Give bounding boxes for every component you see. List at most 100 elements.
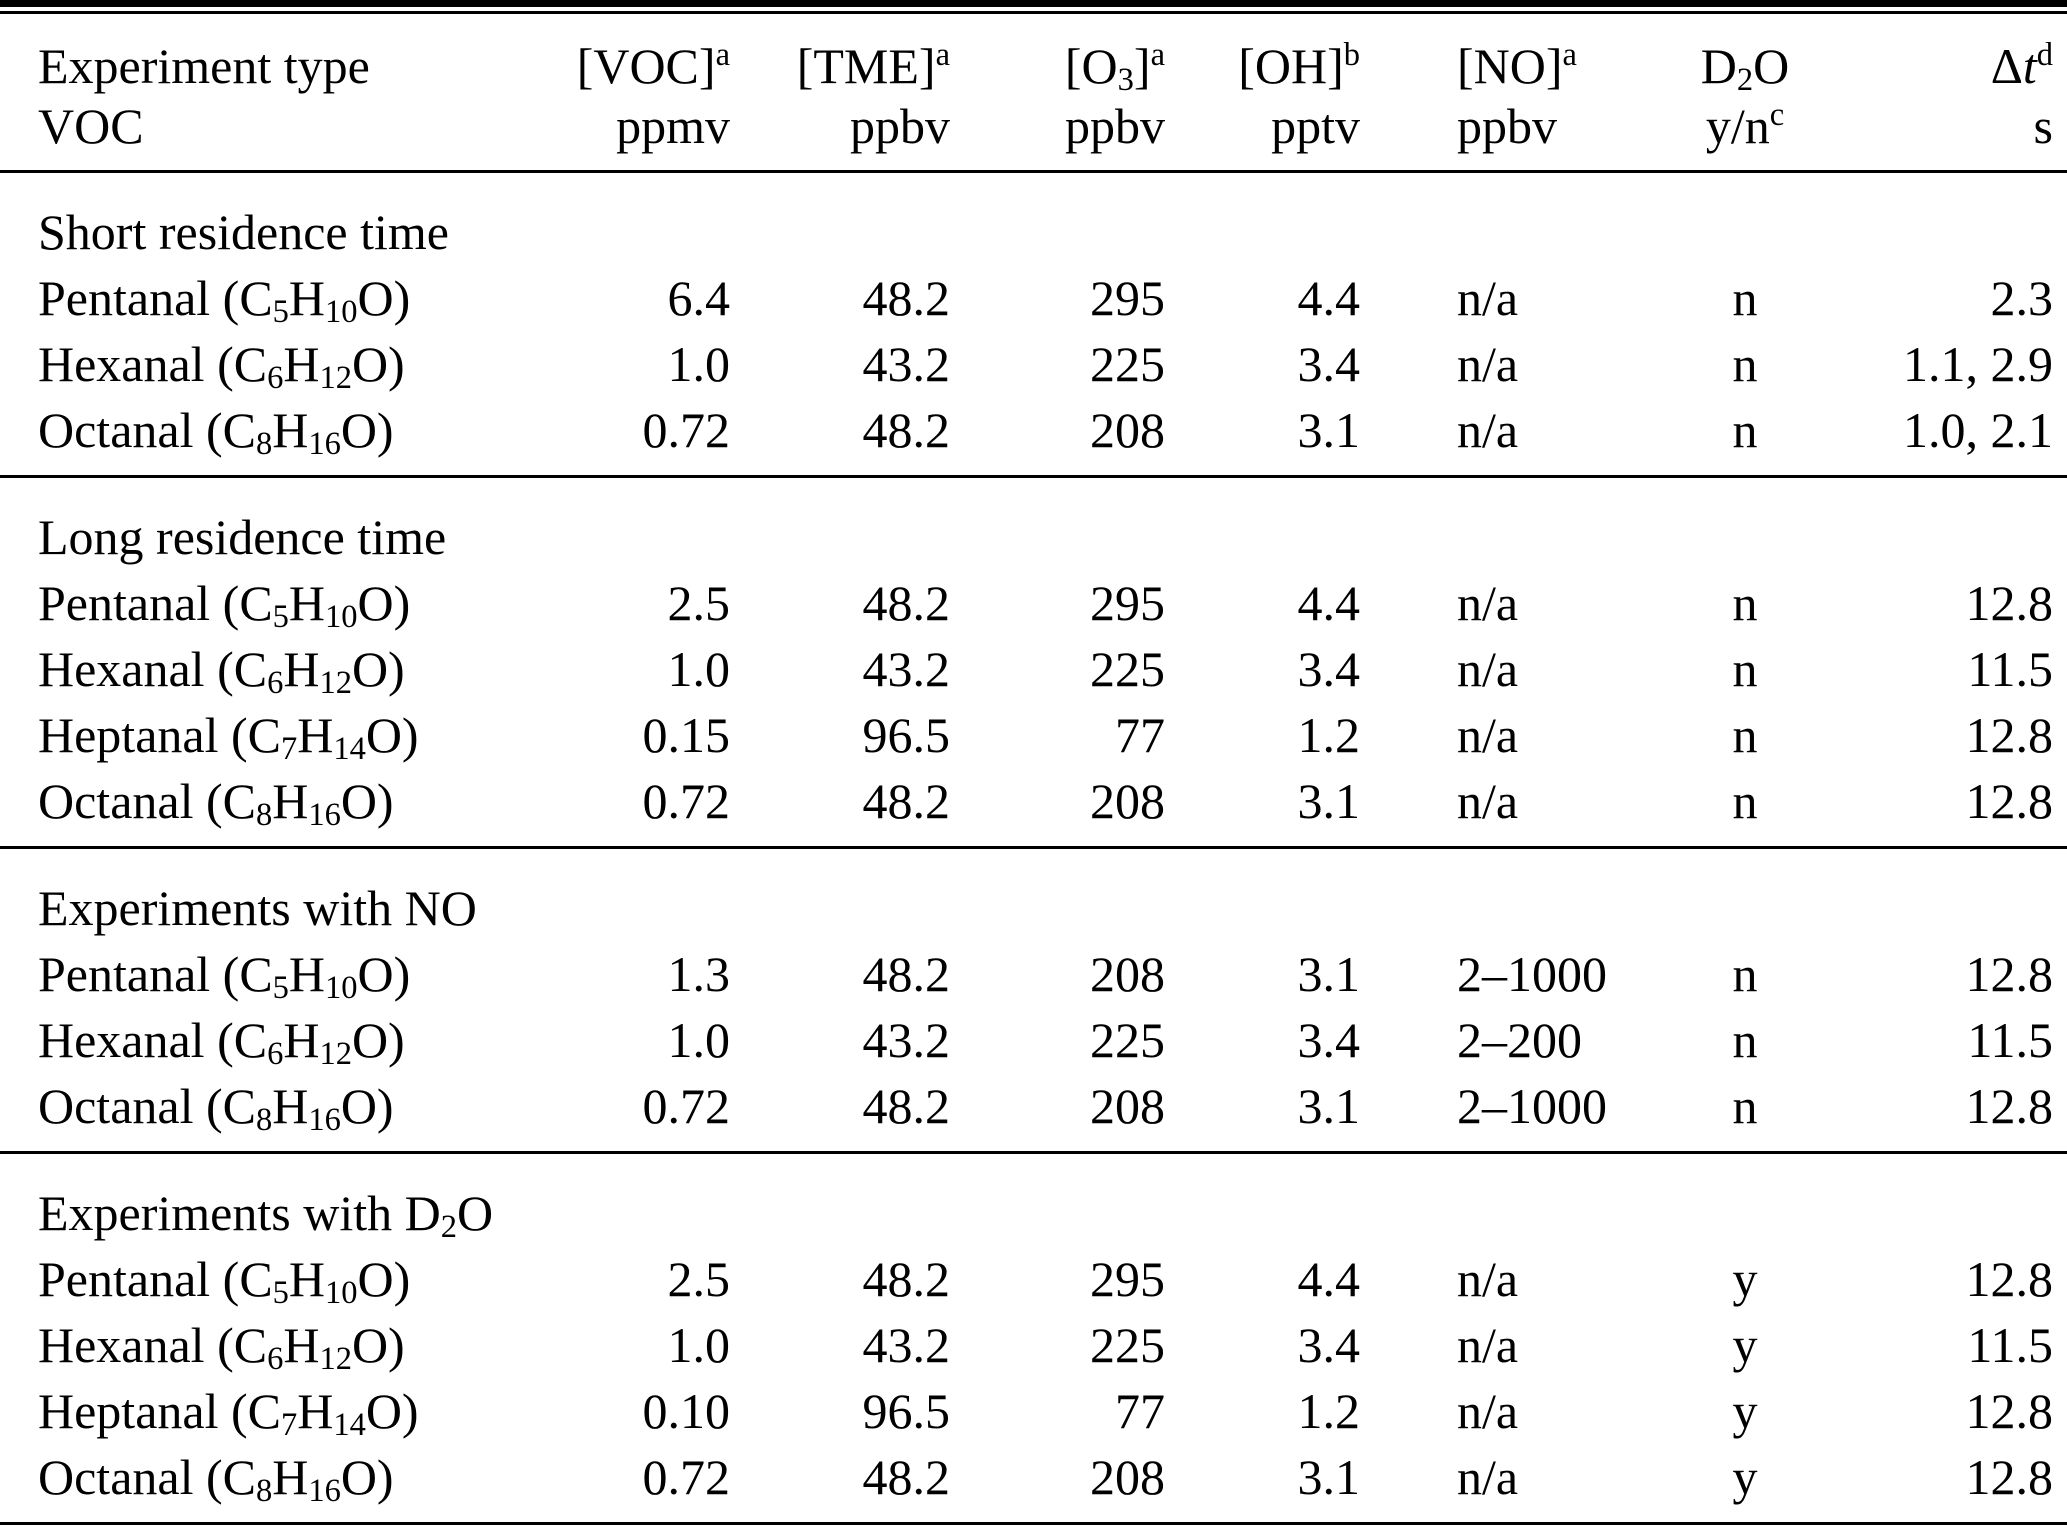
cell-d2o: n bbox=[1732, 575, 1758, 631]
cell-voc-conc: 0.72 bbox=[642, 402, 731, 458]
col-header-line1: [VOC]a bbox=[576, 37, 730, 94]
col-header-line2: s bbox=[2033, 98, 2053, 154]
table-row: Octanal (C8H16O) 0.72 48.2 208 3.1 n/a n… bbox=[0, 397, 2067, 477]
table-row: Pentanal (C5H10O) 2.5 48.2 295 4.4 n/a n… bbox=[0, 570, 2067, 636]
cell-o3-conc: 225 bbox=[1090, 1012, 1165, 1068]
cell-tme-conc: 48.2 bbox=[862, 575, 951, 631]
cell-voc-conc: 1.0 bbox=[667, 1317, 731, 1373]
col-header-line2: VOC bbox=[38, 98, 144, 154]
cell-voc-name: Heptanal (C7H14O) bbox=[38, 1383, 419, 1444]
table-row: Heptanal (C7H14O) 0.15 96.5 77 1.2 n/a n… bbox=[0, 702, 2067, 768]
cell-voc-name: Pentanal (C5H10O) bbox=[38, 946, 411, 1007]
cell-tme-conc: 48.2 bbox=[862, 1078, 951, 1134]
col-header-line2: ppbv bbox=[850, 98, 950, 154]
cell-tme-conc: 43.2 bbox=[862, 1012, 951, 1068]
section-header-row: Long residence time bbox=[0, 477, 2067, 571]
cell-oh-conc: 3.4 bbox=[1297, 1012, 1361, 1068]
cell-tme-conc: 43.2 bbox=[862, 641, 951, 697]
cell-oh-conc: 3.1 bbox=[1297, 402, 1361, 458]
table-section: Experiments with D2O Pentanal (C5H10O) 2… bbox=[0, 1152, 2067, 1523]
cell-voc-conc: 0.72 bbox=[642, 1078, 731, 1134]
table-section: Short residence time Pentanal (C5H10O) 6… bbox=[0, 171, 2067, 477]
cell-no-conc: n/a bbox=[1457, 1449, 1519, 1505]
cell-delta-t: 11.5 bbox=[1967, 1317, 2053, 1373]
cell-delta-t: 12.8 bbox=[1965, 1078, 2054, 1134]
cell-tme-conc: 48.2 bbox=[862, 1449, 951, 1505]
cell-d2o: n bbox=[1732, 336, 1758, 392]
cell-oh-conc: 1.2 bbox=[1297, 1383, 1361, 1439]
table-row: Pentanal (C5H10O) 1.3 48.2 208 3.1 2–100… bbox=[0, 941, 2067, 1007]
cell-d2o: n bbox=[1732, 707, 1758, 763]
cell-d2o: n bbox=[1732, 1012, 1758, 1068]
cell-voc-conc: 1.3 bbox=[667, 946, 731, 1002]
cell-o3-conc: 225 bbox=[1090, 641, 1165, 697]
cell-oh-conc: 1.2 bbox=[1297, 707, 1361, 763]
cell-o3-conc: 208 bbox=[1090, 402, 1165, 458]
cell-voc-name: Pentanal (C5H10O) bbox=[38, 270, 411, 331]
section-header-row: Experiments with NO bbox=[0, 848, 2067, 942]
section-header-row: Experiments with D2O bbox=[0, 1153, 2067, 1247]
cell-delta-t: 12.8 bbox=[1965, 707, 2054, 763]
table-section: Long residence time Pentanal (C5H10O) 2.… bbox=[0, 476, 2067, 848]
table-section: Experiments with NO Pentanal (C5H10O) 1.… bbox=[0, 847, 2067, 1153]
cell-tme-conc: 43.2 bbox=[862, 1317, 951, 1373]
cell-voc-name: Pentanal (C5H10O) bbox=[38, 575, 411, 636]
cell-d2o: y bbox=[1732, 1449, 1758, 1505]
cell-voc-conc: 0.10 bbox=[642, 1383, 731, 1439]
cell-no-conc: n/a bbox=[1457, 1317, 1519, 1373]
cell-no-conc: n/a bbox=[1457, 1383, 1519, 1439]
col-header-line1: [OH]b bbox=[1238, 37, 1360, 94]
cell-no-conc: 2–200 bbox=[1457, 1012, 1582, 1068]
col-header-line1: [O3]a bbox=[1064, 37, 1165, 99]
experiment-conditions-table: Experiment type VOC [VOC]a ppmv [TME]a p… bbox=[0, 14, 2067, 1522]
cell-voc-conc: 2.5 bbox=[667, 1251, 731, 1307]
cell-d2o: n bbox=[1732, 402, 1758, 458]
cell-d2o: n bbox=[1732, 946, 1758, 1002]
cell-delta-t: 12.8 bbox=[1965, 773, 2054, 829]
cell-o3-conc: 225 bbox=[1090, 1317, 1165, 1373]
cell-voc-conc: 0.15 bbox=[642, 707, 731, 763]
cell-voc-conc: 1.0 bbox=[667, 336, 731, 392]
cell-d2o: n bbox=[1732, 270, 1758, 326]
col-header-o3-concentration: [O3]a ppbv bbox=[950, 14, 1165, 172]
cell-o3-conc: 208 bbox=[1090, 946, 1165, 1002]
cell-voc-conc: 1.0 bbox=[667, 1012, 731, 1068]
cell-voc-name: Octanal (C8H16O) bbox=[38, 1449, 394, 1510]
cell-no-conc: n/a bbox=[1457, 336, 1519, 392]
cell-delta-t: 12.8 bbox=[1965, 575, 2054, 631]
cell-voc-name: Octanal (C8H16O) bbox=[38, 773, 394, 834]
cell-d2o: y bbox=[1732, 1251, 1758, 1307]
cell-voc-name: Heptanal (C7H14O) bbox=[38, 707, 419, 768]
cell-no-conc: n/a bbox=[1457, 1251, 1519, 1307]
section-header-row: Short residence time bbox=[0, 172, 2067, 266]
cell-voc-name: Hexanal (C6H12O) bbox=[38, 336, 405, 397]
cell-oh-conc: 3.1 bbox=[1297, 1449, 1361, 1505]
cell-o3-conc: 295 bbox=[1090, 270, 1165, 326]
cell-oh-conc: 4.4 bbox=[1297, 575, 1361, 631]
cell-oh-conc: 3.1 bbox=[1297, 1078, 1361, 1134]
table-bottom-rule bbox=[0, 1522, 2067, 1537]
cell-voc-conc: 0.72 bbox=[642, 1449, 731, 1505]
cell-voc-name: Hexanal (C6H12O) bbox=[38, 641, 405, 702]
table-row: Pentanal (C5H10O) 6.4 48.2 295 4.4 n/a n… bbox=[0, 265, 2067, 331]
col-header-experiment-type: Experiment type VOC bbox=[0, 14, 560, 172]
col-header-line2: y/nc bbox=[1705, 97, 1785, 154]
cell-tme-conc: 96.5 bbox=[862, 1383, 951, 1439]
cell-o3-conc: 225 bbox=[1090, 336, 1165, 392]
section-title: Experiments with NO bbox=[38, 880, 477, 936]
cell-tme-conc: 96.5 bbox=[862, 707, 951, 763]
table-row: Pentanal (C5H10O) 2.5 48.2 295 4.4 n/a y… bbox=[0, 1246, 2067, 1312]
cell-no-conc: n/a bbox=[1457, 707, 1519, 763]
cell-d2o: y bbox=[1732, 1317, 1758, 1373]
cell-voc-name: Octanal (C8H16O) bbox=[38, 402, 394, 463]
cell-o3-conc: 208 bbox=[1090, 1078, 1165, 1134]
cell-tme-conc: 48.2 bbox=[862, 946, 951, 1002]
cell-oh-conc: 3.4 bbox=[1297, 336, 1361, 392]
cell-no-conc: n/a bbox=[1457, 575, 1519, 631]
cell-delta-t: 2.3 bbox=[1990, 270, 2054, 326]
cell-voc-conc: 6.4 bbox=[667, 270, 731, 326]
cell-d2o: n bbox=[1732, 641, 1758, 697]
col-header-line1: D2O bbox=[1700, 38, 1790, 99]
cell-o3-conc: 208 bbox=[1090, 773, 1165, 829]
